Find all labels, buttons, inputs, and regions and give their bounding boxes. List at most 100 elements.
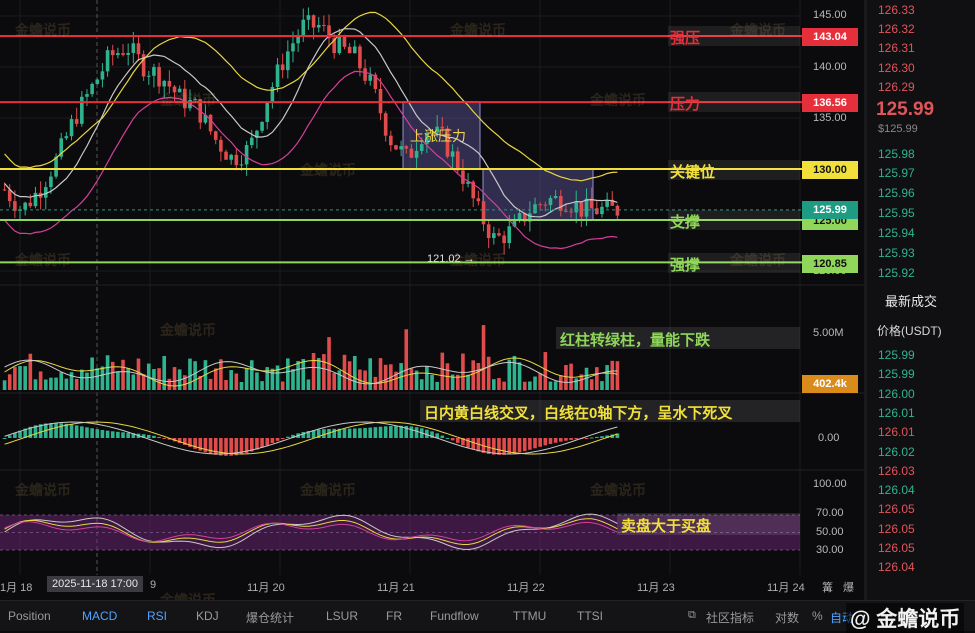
macd-bar [584, 438, 589, 439]
macd-bar [543, 438, 548, 446]
volume-bar [528, 381, 532, 390]
volume-bar [69, 372, 74, 390]
macd-bar [450, 438, 455, 441]
candle-body [481, 201, 486, 225]
volume-bar [13, 367, 17, 390]
volume-bar [316, 358, 321, 390]
macd-bar [363, 427, 367, 438]
bid-price[interactable]: 125.96 [878, 186, 915, 200]
tab-ttsi[interactable]: TTSI [577, 609, 603, 623]
bid-price[interactable]: 125.93 [878, 246, 915, 260]
volume-bar [450, 374, 455, 390]
chart-canvas[interactable] [0, 0, 864, 600]
volume-bar [296, 360, 300, 390]
candle-body [64, 136, 69, 139]
macd-bar [157, 436, 161, 438]
macd-bar [2, 438, 7, 439]
macd-bar [64, 423, 69, 438]
bid-price[interactable]: 125.94 [878, 226, 915, 240]
candle-body [275, 64, 280, 87]
rsi-tick: 100.00 [813, 478, 847, 490]
tab-liquidation-stats[interactable]: 爆仓统计 [246, 611, 295, 625]
volume-bar [512, 355, 517, 390]
candle-body [414, 150, 419, 158]
volume-bar [476, 362, 481, 390]
macd-bar [85, 427, 89, 438]
volume-bar [435, 381, 439, 390]
tab-fr[interactable]: FR [386, 609, 402, 623]
volume-bar [188, 358, 192, 390]
trade-price: 125.99 [878, 348, 915, 362]
volume-bar [301, 359, 306, 390]
candle-body [440, 126, 445, 129]
candle-body [265, 101, 270, 122]
volume-bar [162, 356, 167, 390]
candle-body [610, 199, 615, 206]
macd-bar [7, 435, 12, 438]
ma-line-pink [4, 70, 618, 250]
candle-body [466, 181, 470, 184]
volume-bar [291, 369, 295, 390]
bid-price[interactable]: 125.97 [878, 166, 915, 180]
candle-body [409, 148, 414, 158]
bid-price[interactable]: 125.92 [878, 266, 915, 280]
macd-bar [461, 438, 465, 446]
tab-fundflow[interactable]: Fundflow [430, 609, 479, 623]
macd-bar [316, 429, 321, 438]
volume-bar [332, 372, 336, 390]
volume-bar [95, 368, 100, 390]
community-indicators-button[interactable]: 社区指标 [706, 611, 755, 625]
macd-bar [610, 434, 615, 438]
volume-bar [167, 378, 172, 390]
ask-price[interactable]: 126.32 [878, 22, 915, 36]
macd-bar [528, 438, 532, 450]
candle-body [476, 198, 481, 202]
candle-body [177, 88, 182, 93]
macd-bar [507, 438, 512, 455]
candle-body [316, 24, 321, 28]
ask-price[interactable]: 126.33 [878, 3, 915, 17]
tab-kdj[interactable]: KDJ [196, 609, 219, 623]
last-price-usd: $125.99 [878, 123, 918, 135]
tab-rsi[interactable]: RSI [147, 609, 168, 623]
candle-body [203, 114, 208, 123]
bid-price[interactable]: 125.98 [878, 147, 915, 161]
percent-toggle[interactable]: % [812, 609, 823, 623]
candle-body [116, 53, 120, 56]
candle-body [373, 74, 378, 89]
ask-price[interactable]: 126.31 [878, 41, 915, 55]
candle-body [7, 189, 12, 202]
log-scale-toggle[interactable]: 对数 [775, 611, 800, 625]
ask-price[interactable]: 126.30 [878, 61, 915, 75]
macd-bar [564, 438, 568, 441]
volume-bar [33, 379, 38, 390]
volume-bar [229, 370, 233, 390]
bid-price[interactable]: 125.95 [878, 206, 915, 220]
macd-bar [389, 425, 393, 438]
macd-bar [126, 432, 130, 438]
macd-bar [219, 438, 223, 456]
ma-line-white [4, 28, 618, 218]
macd-bar [404, 425, 409, 438]
tab-position[interactable]: Position [8, 609, 51, 623]
macd-bar [548, 438, 553, 445]
level-price-strong-support: 120.85 [802, 255, 858, 273]
candle-body [157, 67, 161, 87]
macd-bar [110, 431, 115, 438]
level-price-resistance: 136.56 [802, 94, 858, 112]
volume-bar [605, 365, 609, 390]
candle-body [13, 201, 17, 211]
volume-bar [363, 370, 367, 390]
candle-body [121, 53, 125, 55]
tab-ttmu[interactable]: TTMU [513, 609, 547, 623]
community-indicator-icon[interactable]: ⧉ [688, 609, 696, 621]
tab-macd[interactable]: MACD [82, 609, 118, 623]
candle-body [569, 211, 573, 213]
level-strip [668, 210, 800, 230]
candle-body [492, 233, 496, 239]
volume-bar [615, 361, 620, 390]
ask-price[interactable]: 126.29 [878, 80, 915, 94]
volume-bar [589, 379, 594, 390]
candle-body [522, 213, 527, 222]
tab-lsur[interactable]: LSUR [326, 609, 359, 623]
